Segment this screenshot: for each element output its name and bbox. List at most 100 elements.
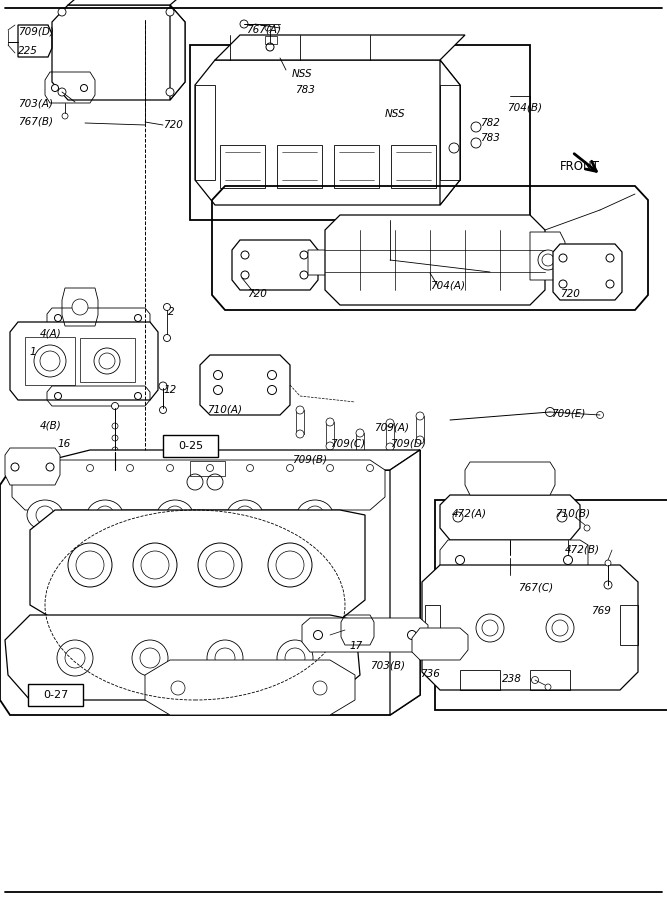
Circle shape (36, 506, 54, 524)
Bar (163, 435, 218, 457)
Polygon shape (530, 232, 565, 280)
Text: FRONT: FRONT (560, 160, 600, 174)
Circle shape (112, 447, 118, 453)
Text: 767(B): 767(B) (18, 116, 53, 126)
Circle shape (584, 525, 590, 531)
Circle shape (296, 430, 304, 438)
Circle shape (99, 353, 115, 369)
Polygon shape (390, 450, 420, 715)
Circle shape (241, 271, 249, 279)
Circle shape (267, 371, 277, 380)
Circle shape (559, 280, 567, 288)
Circle shape (538, 250, 558, 270)
Text: 704(A): 704(A) (430, 281, 465, 291)
Text: 720: 720 (560, 289, 580, 299)
Polygon shape (325, 215, 545, 305)
Text: NSS: NSS (385, 109, 406, 119)
Circle shape (112, 435, 118, 441)
Text: 769: 769 (591, 606, 611, 616)
Circle shape (605, 560, 611, 566)
Bar (356, 433, 364, 457)
Circle shape (198, 543, 242, 587)
Polygon shape (30, 510, 365, 620)
Ellipse shape (227, 500, 263, 530)
Polygon shape (145, 660, 355, 715)
Polygon shape (170, 5, 185, 100)
Text: 0-25: 0-25 (178, 441, 203, 451)
Text: 720: 720 (247, 289, 267, 299)
Text: 783: 783 (480, 133, 500, 143)
Text: 710(B): 710(B) (555, 508, 590, 518)
Bar (190, 461, 225, 476)
Polygon shape (440, 60, 460, 205)
Text: 1: 1 (30, 347, 37, 357)
Circle shape (326, 442, 334, 450)
Text: 720: 720 (163, 120, 183, 130)
Bar (25, 337, 75, 385)
Circle shape (46, 463, 54, 471)
Polygon shape (422, 565, 638, 690)
Circle shape (135, 314, 141, 321)
Circle shape (65, 648, 85, 668)
Circle shape (326, 418, 334, 426)
Circle shape (356, 429, 364, 437)
Circle shape (133, 543, 177, 587)
Circle shape (241, 251, 249, 259)
Circle shape (453, 512, 463, 522)
Text: 703(A): 703(A) (18, 99, 53, 109)
Circle shape (62, 113, 68, 119)
Circle shape (506, 574, 514, 581)
Polygon shape (215, 35, 465, 60)
Polygon shape (12, 460, 385, 510)
Polygon shape (47, 308, 150, 328)
Text: 4(B): 4(B) (40, 420, 62, 430)
Circle shape (51, 85, 59, 92)
Circle shape (546, 614, 574, 642)
Text: 709(D): 709(D) (390, 439, 426, 449)
Text: 704(B): 704(B) (507, 102, 542, 112)
Circle shape (171, 681, 185, 695)
Text: 709(A): 709(A) (374, 423, 409, 433)
Text: 709(C): 709(C) (330, 439, 365, 449)
Circle shape (207, 640, 243, 676)
Circle shape (408, 631, 416, 640)
Text: 225: 225 (18, 46, 38, 56)
Circle shape (300, 251, 308, 259)
Circle shape (366, 464, 374, 472)
Circle shape (386, 419, 394, 427)
Circle shape (11, 463, 19, 471)
Circle shape (166, 506, 184, 524)
Text: 4(A): 4(A) (40, 328, 62, 338)
Circle shape (313, 631, 323, 640)
Circle shape (559, 254, 567, 262)
Polygon shape (302, 618, 428, 652)
Circle shape (159, 407, 167, 413)
Bar (326, 422, 334, 446)
Circle shape (127, 464, 133, 472)
Polygon shape (68, 0, 190, 5)
Circle shape (416, 436, 424, 444)
Circle shape (96, 506, 114, 524)
Circle shape (207, 464, 213, 472)
Text: 767(C): 767(C) (518, 583, 553, 593)
Circle shape (557, 512, 567, 522)
Circle shape (34, 345, 66, 377)
Polygon shape (5, 615, 360, 700)
Polygon shape (10, 322, 158, 400)
Circle shape (532, 677, 538, 683)
Text: 709(B): 709(B) (292, 454, 327, 464)
Circle shape (132, 640, 168, 676)
Circle shape (76, 551, 104, 579)
Circle shape (606, 254, 614, 262)
Polygon shape (10, 450, 420, 470)
Polygon shape (465, 462, 555, 495)
Circle shape (287, 464, 293, 472)
Text: 238: 238 (502, 674, 522, 684)
Ellipse shape (27, 500, 63, 530)
Circle shape (55, 314, 61, 321)
Circle shape (55, 392, 61, 400)
Circle shape (313, 681, 327, 695)
Circle shape (506, 554, 514, 562)
Text: 709(D): 709(D) (18, 27, 54, 37)
Text: 703(B): 703(B) (370, 660, 405, 670)
